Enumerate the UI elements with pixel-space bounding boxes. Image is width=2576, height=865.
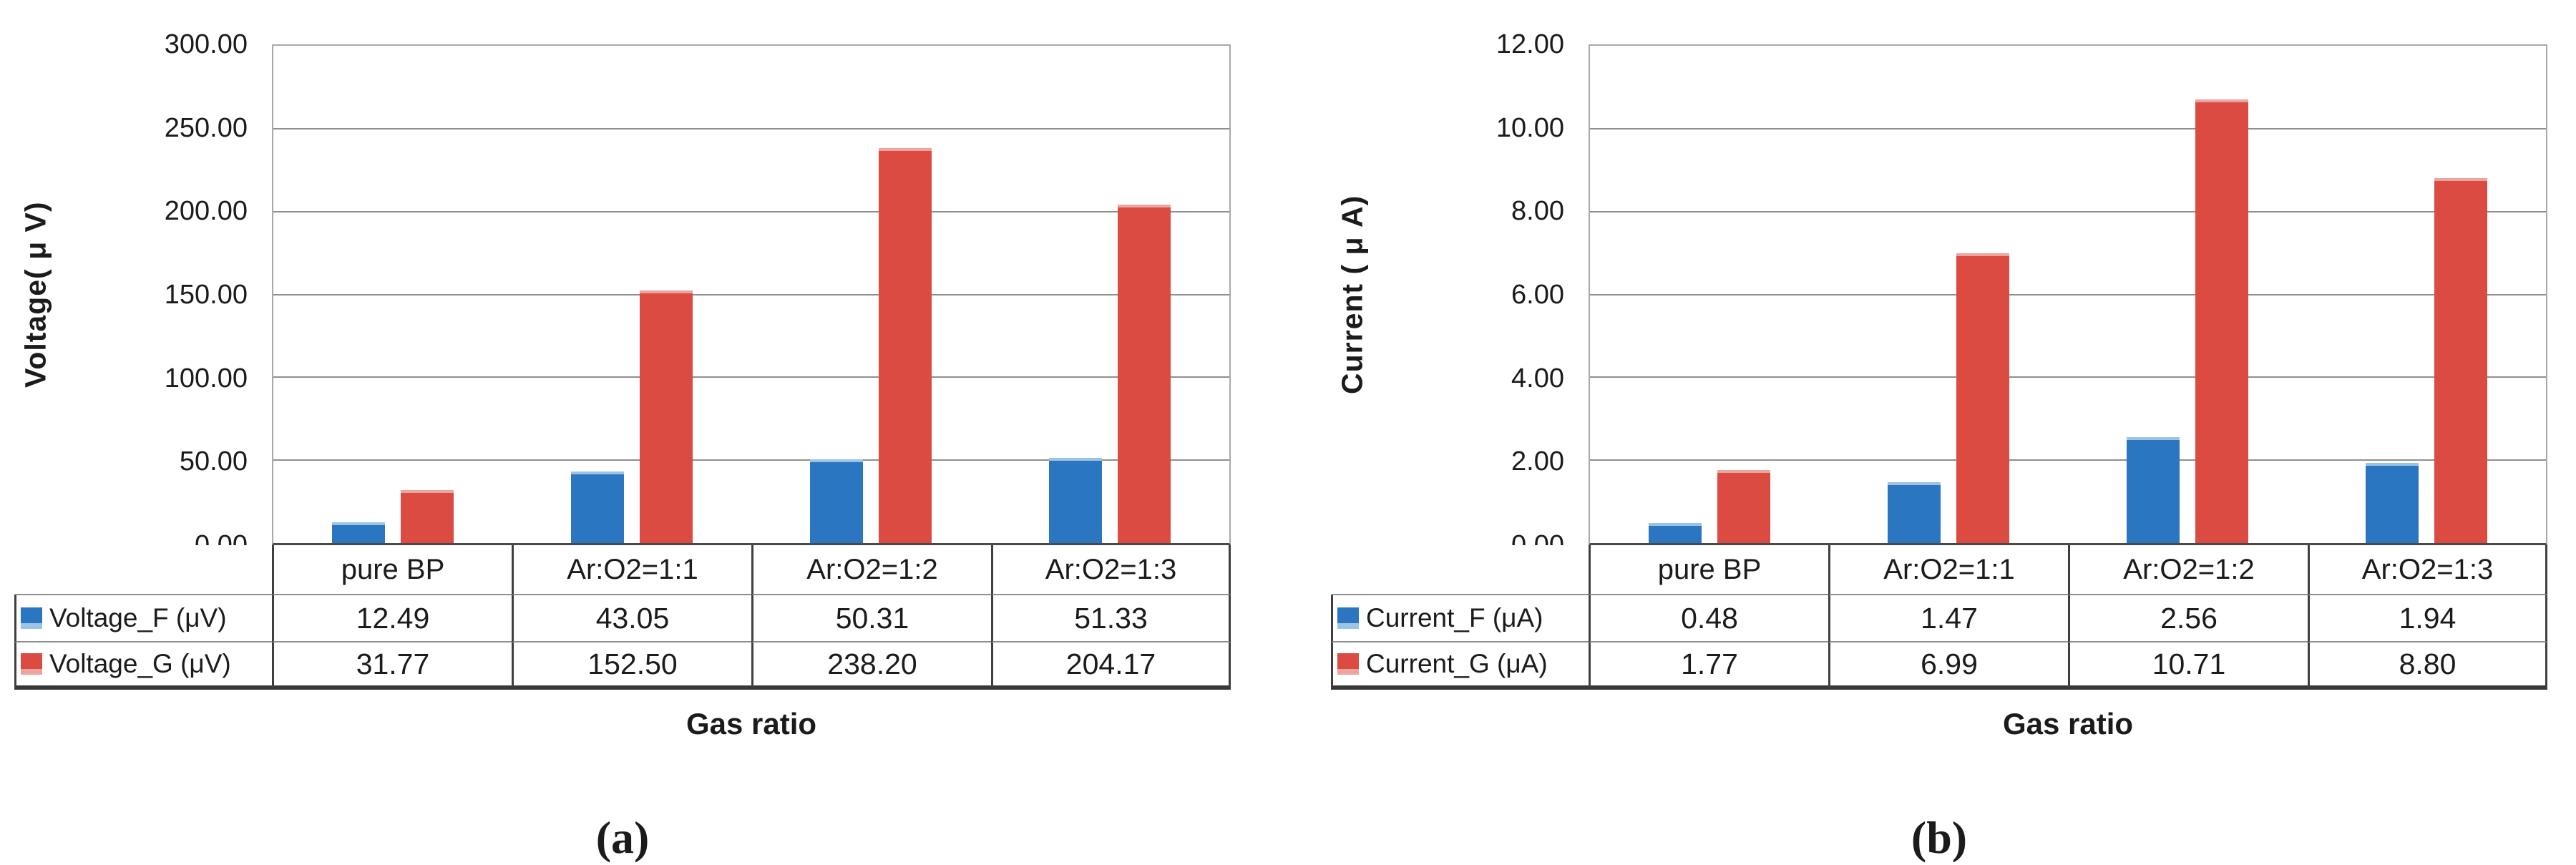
y-axis-tick-label: 100.00 [164,363,248,394]
gridline [1590,293,2546,295]
table-corner-cell [14,545,272,595]
y-axis-tick-label: 4.00 [1511,363,1564,394]
series-label-cell: Current_F (μA) [1331,595,1589,642]
y-axis-tick-label: 150.00 [164,280,248,310]
bar-series-g [1956,253,2009,543]
bar-group [990,46,1229,543]
value-cell: 1.77 [1589,642,1828,690]
gridline [273,293,1229,295]
bar-series-g [2434,178,2487,543]
table-corner-cell [1331,545,1589,595]
bar-series-g [1717,469,1770,543]
y-axis-tick-label: 250.00 [164,112,248,143]
value-cell: 12.49 [272,595,512,642]
y-axis-tick-label: 200.00 [164,196,248,227]
plot-area [272,44,1231,545]
series-name: Current_F (μA) [1366,603,1543,632]
series-label-cell: Voltage_G (μV) [14,642,272,690]
gridline [273,127,1229,129]
bar-series-g [640,290,693,543]
y-axis-tick-label: 8.00 [1511,196,1564,227]
panel-caption: (a) [595,812,650,863]
x-axis-title: Gas ratio [686,707,817,741]
bar-series-f [1888,482,1941,543]
gridline [1590,376,2546,378]
bar-group [273,46,512,543]
data-table: pure BP Ar:O2=1:1 Ar:O2=1:2 Ar:O2=1:3 Curren… [1331,545,2547,690]
gridline [273,459,1229,461]
value-cell: 10.71 [2068,642,2308,690]
bar-series-f [2127,436,2180,543]
series-name: Voltage_F (μV) [49,603,227,632]
data-table: pure BP Ar:O2=1:1 Ar:O2=1:2 Ar:O2=1:3 Voltag… [14,545,1231,690]
category-header-cell: Ar:O2=1:2 [751,545,991,595]
series-name: Voltage_G (μV) [49,649,231,678]
legend-swatch [1337,653,1359,675]
value-cell: 2.56 [2068,595,2308,642]
value-cell: 50.31 [751,595,991,642]
category-header-cell: pure BP [1589,545,1828,595]
gridline [1590,210,2546,212]
bar-series-f [1049,458,1102,543]
category-header-cell: pure BP [272,545,512,595]
value-cell: 204.17 [991,642,1231,690]
gridline [273,210,1229,212]
y-axis-tick-label: 12.00 [1496,29,1564,59]
bar-series-g [401,490,454,543]
gridline [1590,127,2546,129]
bar-series-g [879,148,932,543]
value-cell: 1.47 [1828,595,2068,642]
series-label-cell: Current_G (μA) [1331,642,1589,690]
series-label-cell: Voltage_F (μV) [14,595,272,642]
bar-group [1829,46,2068,543]
value-cell: 31.77 [272,642,512,690]
series-name: Current_G (μA) [1366,649,1548,678]
bar-series-f [2366,462,2419,543]
legend-swatch [21,653,42,675]
bar-series-g [2195,99,2248,543]
chart-panel-a: Voltage( μ V) 300.00 250.00 200.00 150.00 10… [14,0,1231,865]
chart-panel-b: Current ( μ A) 12.00 10.00 8.00 6.00 4.00 2.0… [1331,0,2547,865]
bar-group [1590,46,1829,543]
bar-group [2068,46,2307,543]
plot-area [1589,44,2547,545]
bar-series-f [810,459,863,543]
gridline [273,376,1229,378]
bar-group [2307,46,2546,543]
value-cell: 1.94 [2308,595,2547,642]
bar-series-g [1118,205,1171,543]
value-cell: 0.48 [1589,595,1828,642]
value-cell: 238.20 [751,642,991,690]
value-cell: 51.33 [991,595,1231,642]
panel-caption: (b) [1911,812,1968,863]
value-cell: 152.50 [512,642,751,690]
bar-group [751,46,990,543]
value-cell: 6.99 [1828,642,2068,690]
y-axis-tick-label: 50.00 [179,446,248,477]
category-header-cell: Ar:O2=1:2 [2068,545,2308,595]
category-header-cell: Ar:O2=1:3 [991,545,1231,595]
category-header-cell: Ar:O2=1:1 [1828,545,2068,595]
bar-series-f [571,471,624,543]
bar-series-f [1649,523,1702,543]
y-axis-tick-label: 10.00 [1496,112,1564,143]
legend-swatch [21,607,42,629]
bar-group [512,46,751,543]
category-header-cell: Ar:O2=1:3 [2308,545,2547,595]
gridline [1590,459,2546,461]
value-cell: 8.80 [2308,642,2547,690]
x-axis-title: Gas ratio [2002,707,2134,741]
y-axis-tick-label: 2.00 [1511,446,1564,477]
y-axis-tick-label: 6.00 [1511,280,1564,310]
bar-series-f [332,522,385,543]
category-header-cell: Ar:O2=1:1 [512,545,751,595]
value-cell: 43.05 [512,595,751,642]
legend-swatch [1337,607,1359,629]
y-axis-tick-label: 300.00 [164,29,248,59]
